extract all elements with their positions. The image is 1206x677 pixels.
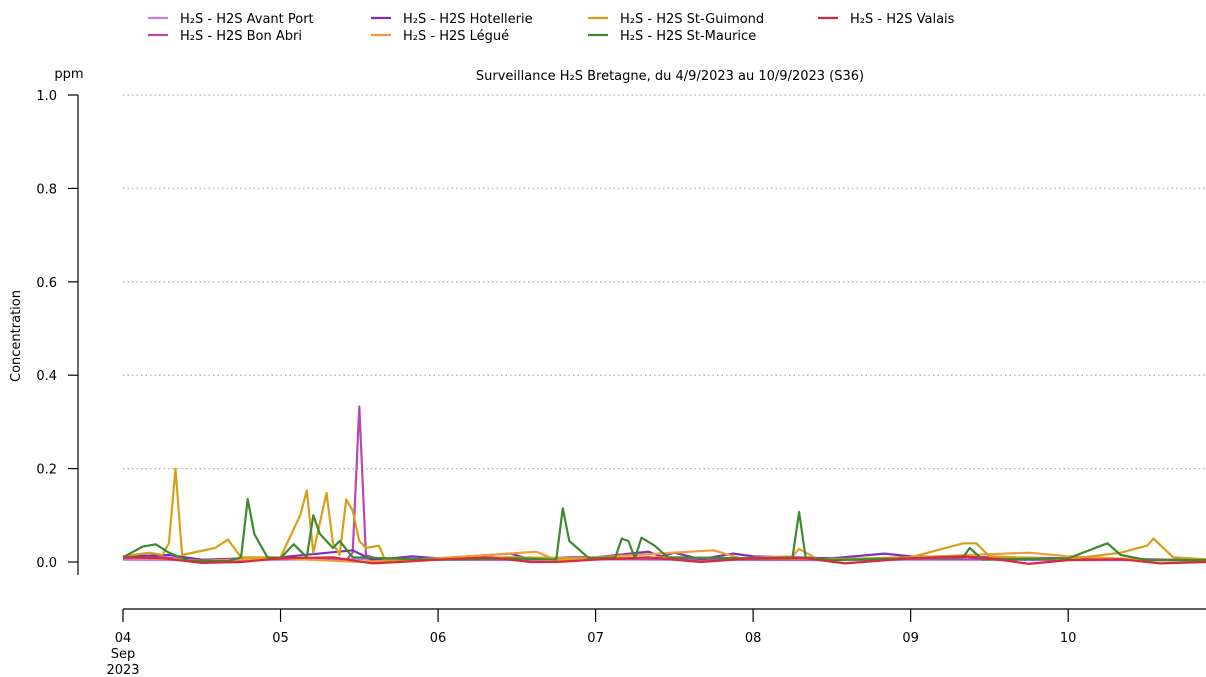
grid-lines: [123, 94, 1206, 470]
plot-area: [122, 405, 1206, 565]
y-tick-label: 0.2: [36, 463, 57, 478]
x-tick-label: 05: [272, 631, 289, 646]
x-tick-label: 06: [430, 631, 447, 646]
legend-label: H₂S - H2S Avant Port: [180, 12, 314, 27]
x-tick-label: 07: [587, 631, 604, 646]
x-tick-label: 04: [115, 631, 132, 646]
legend-label: H₂S - H2S Bon Abri: [180, 29, 302, 44]
legend-label: H₂S - H2S St-Guimond: [620, 12, 764, 27]
legend-label: H₂S - H2S St-Maurice: [620, 29, 756, 44]
x-tick-label: 10: [1060, 631, 1077, 646]
legend: H₂S - H2S Avant Port H₂S - H2S Bon Abri H₂…: [148, 12, 955, 44]
y-tick-label: 0.6: [36, 276, 57, 291]
series-line-3: [122, 547, 1206, 564]
chart-title: Surveillance H₂S Bretagne, du 4/9/2023 a…: [476, 69, 864, 84]
series-line-4: [122, 467, 1206, 563]
series-line-1: [122, 405, 1206, 562]
legend-label: H₂S - H2S Valais: [850, 12, 955, 27]
y-axis-label: Concentration: [9, 290, 24, 382]
y-tick-label: 0.4: [36, 369, 57, 384]
x-tick-year: 2023: [106, 663, 139, 677]
y-axis: 0.0 0.2 0.4 0.6 0.8 1.0: [36, 89, 79, 575]
x-tick-label: 09: [902, 631, 919, 646]
y-tick-label: 0.8: [36, 182, 57, 197]
y-tick-label: 1.0: [36, 89, 57, 104]
legend-label: H₂S - H2S Légué: [403, 29, 509, 44]
series-line-5: [122, 497, 1206, 563]
x-tick-label: 08: [745, 631, 762, 646]
series-line-6: [122, 555, 1206, 565]
legend-label: H₂S - H2S Hotellerie: [403, 12, 533, 27]
y-tick-label: 0.0: [36, 556, 57, 571]
y-axis-unit: ppm: [54, 67, 83, 82]
x-tick-month: Sep: [111, 647, 136, 662]
